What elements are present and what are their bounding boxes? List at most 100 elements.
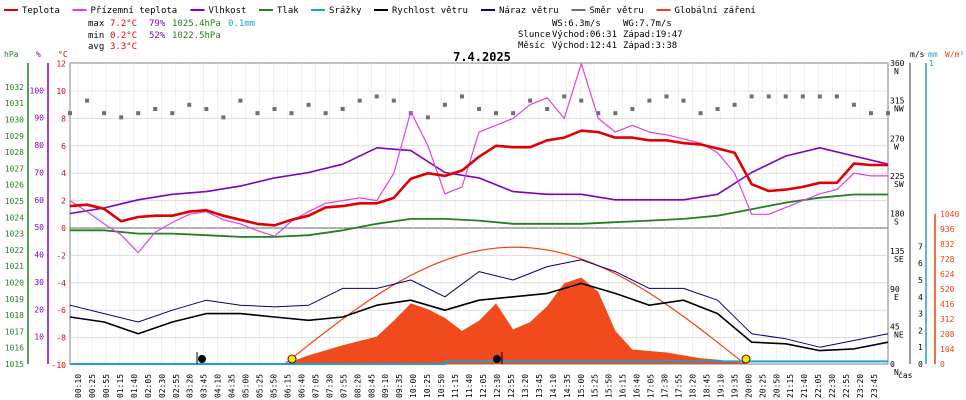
stat-max-rain: 0.1mm	[228, 19, 255, 29]
wind-dir-point	[579, 98, 584, 103]
wind-dir-point	[834, 94, 839, 99]
wind-dir-point	[153, 106, 158, 111]
x-tick-label: 07:30	[325, 374, 334, 398]
wind-dir-point	[255, 111, 260, 116]
x-tick-label: 19:10	[716, 374, 725, 398]
y-tick-wind: 3	[918, 310, 923, 319]
temperature-line	[69, 129, 888, 227]
wind-dir-point	[681, 98, 686, 103]
y-tick-press: 1018	[5, 311, 24, 320]
y-tick-deg: 90	[890, 285, 900, 294]
wind-dir-point	[238, 98, 243, 103]
y-tick-hum: 100	[30, 86, 45, 95]
y-tick-dir: S	[894, 218, 899, 227]
y-tick-press: 1019	[5, 295, 24, 304]
y-tick-dir: SW	[894, 180, 904, 189]
y-tick-rad: 416	[940, 300, 955, 309]
wind-dir-point	[732, 102, 737, 107]
x-tick-label: 07:05	[311, 374, 320, 398]
legend-label: Srážky	[329, 6, 362, 16]
x-tick-label: 07:55	[339, 374, 348, 398]
y-tick-press: 1028	[5, 148, 24, 157]
wind-dir-point	[783, 94, 788, 99]
wind-sun-info: WS:6.3m/s WG:7.7m/s Slunce Východ:06:31 …	[518, 19, 683, 51]
x-tick-label: 17:05	[647, 374, 656, 398]
x-tick-label: 17:55	[675, 374, 684, 398]
wind-dir-point	[698, 111, 703, 116]
y-tick-deg: 270	[890, 134, 905, 143]
wind-dir-point	[613, 111, 618, 116]
x-tick-label: 08:45	[367, 374, 376, 398]
y-tick-press: 1021	[5, 262, 24, 271]
wind-dir-point	[749, 94, 754, 99]
y-tick-rad: 0	[940, 360, 945, 369]
x-tick-label: 15:50	[605, 374, 614, 398]
stat-max-temp: 7.2°C	[110, 19, 137, 29]
wind-dir-point	[357, 98, 362, 103]
x-tick-label: 12:55	[507, 374, 516, 398]
wind-dir-point	[477, 106, 481, 111]
radiation-area	[70, 277, 888, 364]
moon-rise: Východ:12:41	[552, 41, 617, 51]
plot-area	[68, 63, 890, 365]
y-tick-temp: 0	[61, 224, 66, 233]
stat-avg-temp: 3.3°C	[110, 42, 137, 52]
x-tick-label: 03:45	[200, 374, 209, 398]
y-tick-rain: 1	[929, 59, 934, 68]
y-tick-rad: 312	[940, 315, 955, 324]
wind-dir-point	[119, 115, 124, 120]
x-tick-label: 14:10	[549, 374, 558, 398]
x-tick-label: 22:30	[828, 374, 837, 398]
y-tick-temp: -4	[56, 279, 66, 288]
wind-dir-point	[221, 115, 226, 120]
y-tick-press: 1017	[5, 327, 24, 336]
y-tick-hum: 70	[34, 168, 44, 177]
sun-rise: Východ:06:31	[552, 30, 617, 40]
x-tick-label: 16:40	[633, 374, 642, 398]
y-tick-press: 1022	[5, 246, 24, 255]
x-tick-label: 00:55	[102, 374, 111, 398]
moon-label: Měsíc	[518, 41, 545, 51]
y-tick-rad: 832	[940, 240, 955, 249]
moon-set: Západ:3:38	[623, 41, 677, 51]
axes: 00:10 00:25 00:55 01:15 01:40 02:05 02:30 02:55…	[5, 59, 960, 398]
stat-min-hum: 52%	[149, 31, 166, 41]
y-tick-wind: 6	[918, 259, 923, 268]
wind-dir-point	[868, 111, 873, 116]
stats-panel: max 7.2°C 79% 1025.4hPa 0.1mm min 0.2°C …	[88, 19, 255, 52]
y-tick-dir: W	[894, 142, 899, 151]
wind-dir-point	[817, 94, 822, 99]
y-tick-temp: 8	[61, 114, 66, 123]
y-tick-temp: 2	[61, 197, 66, 206]
legend-label: Směr větru	[590, 6, 644, 16]
y-tick-dir: NE	[894, 330, 904, 339]
wind-dir-point	[494, 111, 499, 116]
x-tick-label: 05:00	[242, 374, 251, 398]
stat-min-label: min	[88, 31, 104, 41]
y-tick-rad: 728	[940, 255, 955, 264]
stat-max-hum: 79%	[149, 19, 166, 29]
legend-label: Přízemní teplota	[91, 6, 178, 16]
y-tick-deg: 360	[890, 59, 905, 68]
moonset-marker	[198, 355, 206, 363]
legend-label: Vlhkost	[209, 6, 247, 16]
x-tick-label: 06:40	[297, 374, 306, 398]
wind-dir-point	[272, 106, 277, 111]
y-tick-hum: 90	[34, 114, 44, 123]
wind-speed-line	[69, 282, 889, 352]
x-tick-label: 02:55	[172, 374, 181, 398]
wind-dir-point	[596, 111, 601, 116]
wind-dir-point	[204, 106, 209, 111]
y-tick-hum: 30	[34, 278, 44, 287]
wind-dir-point	[766, 94, 771, 99]
x-tick-label: 10:00	[409, 374, 418, 398]
x-tick-label: 04:35	[228, 374, 237, 398]
x-tick-label: 00:25	[88, 374, 97, 398]
wind-wg: WG:7.7m/s	[623, 19, 672, 29]
unit-press: hPa	[4, 50, 19, 59]
stat-avg-label: avg	[88, 42, 104, 52]
y-tick-rad: 208	[940, 330, 955, 339]
x-tick-label: 11:40	[465, 374, 474, 398]
x-tick-label: 10:25	[423, 374, 432, 398]
y-tick-press: 1024	[5, 213, 24, 222]
